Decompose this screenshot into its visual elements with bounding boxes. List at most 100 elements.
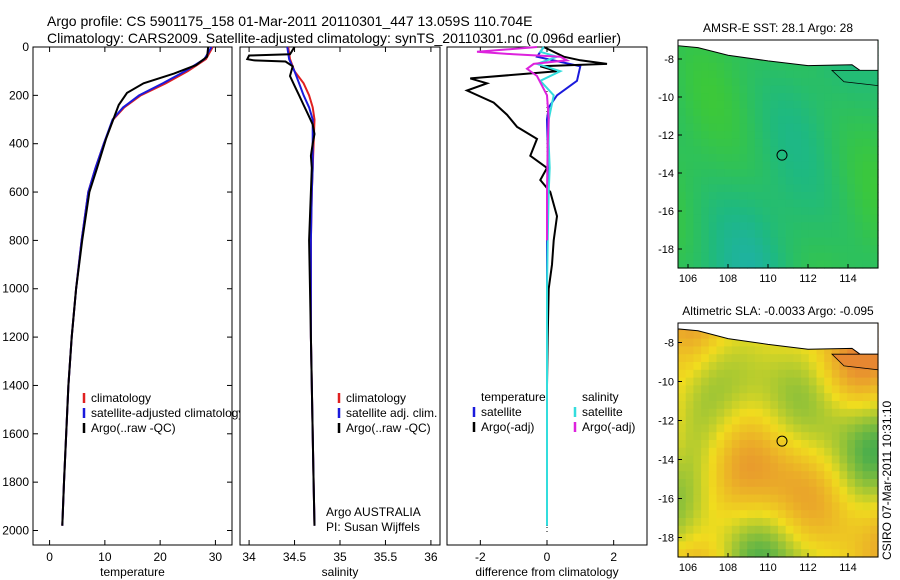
map-cell [862, 260, 871, 269]
map-cell [770, 502, 779, 511]
map-cell [762, 252, 771, 261]
map-cell [847, 154, 856, 163]
map-cell [839, 108, 848, 117]
map-cell [801, 533, 810, 542]
map-cell [685, 222, 694, 231]
map-cell [854, 525, 864, 535]
map-cell [693, 192, 702, 201]
map-cell [701, 100, 710, 109]
map-cell [685, 184, 694, 193]
map-cell [778, 85, 787, 94]
map-cell [854, 471, 864, 480]
map-cell [708, 70, 718, 79]
map-cell [693, 100, 702, 109]
map-cell [870, 131, 879, 140]
map-cell [747, 447, 756, 457]
map-cell [762, 424, 771, 433]
map-cell [778, 401, 787, 410]
map-cell [716, 116, 725, 125]
map-cell [747, 479, 756, 488]
map-cell [793, 533, 802, 542]
map-cell [739, 494, 748, 503]
map-cell [816, 408, 825, 418]
map-cell [685, 161, 694, 170]
map-cell [739, 502, 748, 511]
map-cell [724, 55, 733, 64]
map-cell [747, 346, 756, 355]
map-cell [839, 245, 848, 254]
map-cell [693, 346, 702, 355]
map-cell [731, 533, 741, 542]
y-tick-label: 1200 [2, 330, 29, 344]
map-cell [731, 93, 741, 102]
map-cell [693, 330, 702, 340]
map-cell [839, 123, 848, 132]
map-cell [785, 393, 794, 402]
map-cell [716, 237, 725, 246]
x-tick-label: 35.5 [374, 550, 398, 564]
map-cell [754, 510, 764, 519]
map-cell [816, 108, 825, 117]
map-cell [685, 47, 694, 56]
map-cell [762, 401, 771, 410]
map-cell [747, 100, 756, 109]
map-cell [685, 154, 694, 163]
sla-map: 106 108 110 112 114 -8 -10 -12 -14 -16 -18 Altimetr… [658, 304, 879, 574]
map-cell [693, 354, 702, 363]
map-cell [731, 207, 741, 216]
map-cell [716, 245, 725, 254]
map-cell [716, 447, 725, 457]
map-cell [793, 486, 802, 496]
map-cell [808, 432, 818, 441]
map-cell [708, 354, 718, 363]
map-cell [847, 199, 856, 208]
map-cell [816, 85, 825, 94]
map-cell [724, 471, 733, 480]
map-cell [847, 138, 856, 147]
map-cell [801, 230, 810, 239]
map-frame [677, 39, 879, 269]
y-tick-label: 0 [22, 40, 29, 54]
map-cell [839, 533, 848, 542]
map-cell [716, 93, 725, 102]
map-cell [801, 199, 810, 208]
map-cell [793, 100, 802, 109]
map-cell [831, 549, 841, 558]
map-cell [724, 494, 733, 503]
map-cell [731, 62, 741, 71]
plot-frame [32, 46, 233, 546]
map-cell [770, 369, 779, 379]
map-cell [785, 541, 794, 550]
map-cell [778, 207, 787, 216]
map-cell [831, 252, 841, 261]
map-cell [862, 169, 871, 178]
map-cell [724, 176, 733, 185]
map-cell [716, 62, 725, 71]
map-cell [801, 245, 810, 254]
map-cell [801, 502, 810, 511]
map-cell [862, 533, 871, 542]
map-cell [816, 549, 825, 558]
map-cell [862, 146, 871, 155]
map-cell [808, 207, 818, 216]
map-cell [816, 479, 825, 488]
map-cell [862, 138, 871, 147]
map-cell [716, 424, 725, 433]
map-cell [739, 362, 748, 371]
map-cell [854, 252, 864, 261]
map-cell [724, 416, 733, 425]
map-cell [824, 252, 833, 261]
map-cell [824, 184, 833, 193]
map-cell [739, 416, 748, 425]
map-cell [808, 455, 818, 464]
map-cell [839, 116, 848, 125]
map-cell [801, 154, 810, 163]
map-cell [808, 222, 818, 231]
map-cell [847, 169, 856, 178]
map-cell [816, 146, 825, 155]
map-cell [793, 161, 802, 170]
map-cell [708, 131, 718, 140]
map-cell [824, 207, 833, 216]
map-cell [793, 447, 802, 457]
